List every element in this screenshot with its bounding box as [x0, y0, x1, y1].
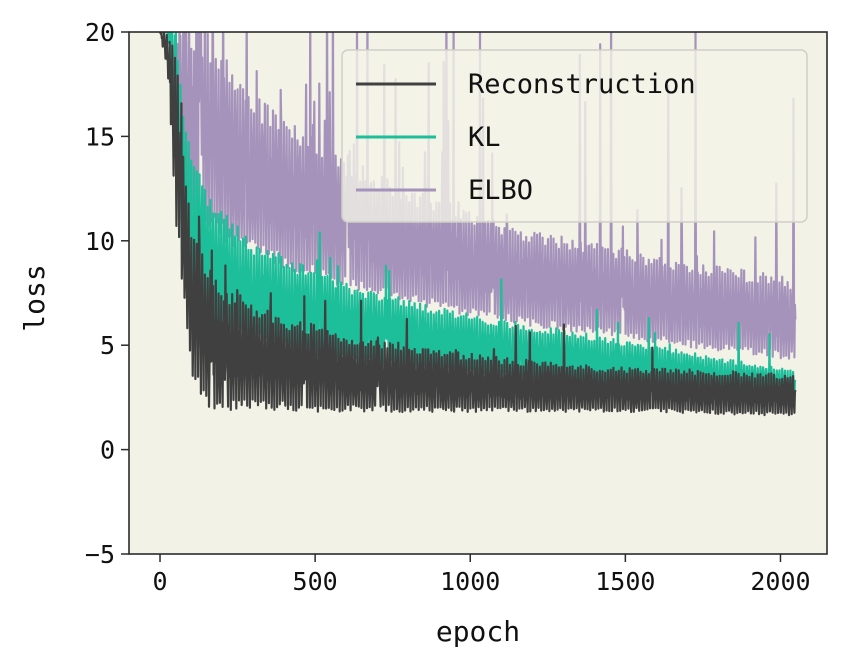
y-tick-label: −5 — [85, 540, 115, 569]
x-axis-ticks: 0 500 1000 1500 2000 — [152, 554, 811, 596]
x-axis-label: epoch — [436, 615, 520, 648]
series-layer — [159, 32, 797, 417]
x-tick-label: 500 — [293, 567, 338, 596]
y-tick-label: 0 — [100, 436, 115, 465]
x-tick-label: 1000 — [440, 567, 500, 596]
y-tick-label: 10 — [85, 227, 115, 256]
legend-label-kl: KL — [468, 122, 501, 153]
series-line-kl — [159, 32, 797, 398]
y-axis-ticks: −5 0 5 10 15 20 — [85, 18, 129, 569]
legend-label-reconstruction: Reconstruction — [468, 69, 696, 100]
series-line-elbo — [159, 32, 797, 360]
x-tick-label: 2000 — [750, 567, 810, 596]
legend-label-elbo: ELBO — [468, 175, 533, 206]
y-tick-label: 5 — [100, 331, 115, 360]
legend: Reconstruction KL ELBO — [341, 49, 808, 223]
x-tick-label: 1500 — [595, 567, 655, 596]
series-line-reconstruction — [159, 32, 797, 417]
y-axis-label: loss — [18, 264, 51, 331]
legend-box — [341, 49, 808, 223]
y-tick-label: 15 — [85, 122, 115, 151]
y-tick-label: 20 — [85, 18, 115, 47]
x-tick-label: 0 — [152, 567, 167, 596]
plot-frame — [128, 31, 828, 555]
